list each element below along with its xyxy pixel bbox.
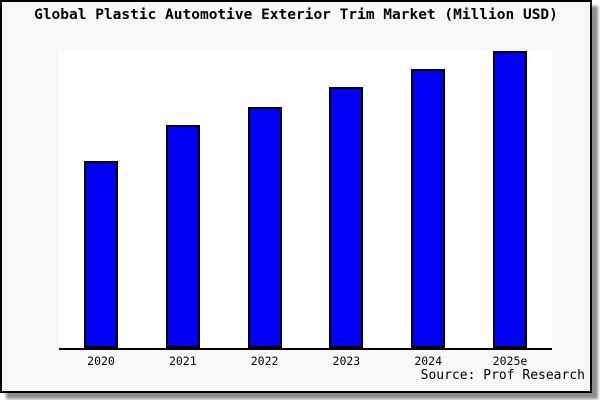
bar bbox=[84, 160, 118, 348]
bar bbox=[492, 50, 527, 348]
bar-group: 2021 bbox=[165, 50, 200, 368]
bar bbox=[165, 125, 200, 348]
plot-area: 2020 2021 2022 2023 2024 2025e bbox=[59, 50, 552, 368]
bar bbox=[329, 86, 364, 348]
x-axis-label: 2022 bbox=[250, 354, 279, 368]
chart-title: Global Plastic Automotive Exterior Trim … bbox=[34, 7, 558, 23]
bar-group: 2023 bbox=[329, 50, 364, 368]
bar-group: 2025e bbox=[492, 50, 527, 368]
x-axis-label: 2023 bbox=[332, 354, 361, 368]
bars-container: 2020 2021 2022 2023 2024 2025e bbox=[59, 50, 552, 368]
bar-group: 2020 bbox=[84, 50, 118, 368]
bar bbox=[411, 68, 446, 348]
x-axis-label: 2020 bbox=[87, 354, 115, 368]
bar-group: 2022 bbox=[247, 50, 282, 368]
chart-card: Global Plastic Automotive Exterior Trim … bbox=[0, 0, 592, 393]
source-text: Source: Prof Research bbox=[420, 368, 585, 383]
bar bbox=[247, 107, 282, 348]
x-axis-label: 2024 bbox=[414, 354, 443, 368]
bar-group: 2024 bbox=[411, 50, 446, 368]
x-axis-label: 2025e bbox=[492, 354, 528, 368]
x-axis-label: 2021 bbox=[168, 354, 197, 368]
